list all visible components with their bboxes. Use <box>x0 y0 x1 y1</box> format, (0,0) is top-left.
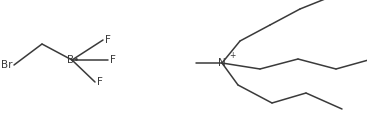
Text: F: F <box>105 35 111 45</box>
Text: F: F <box>110 55 116 65</box>
Text: F: F <box>97 77 103 87</box>
Text: B: B <box>68 55 75 65</box>
Text: +: + <box>229 50 235 59</box>
Text: N: N <box>218 58 226 68</box>
Text: Br: Br <box>0 60 12 70</box>
